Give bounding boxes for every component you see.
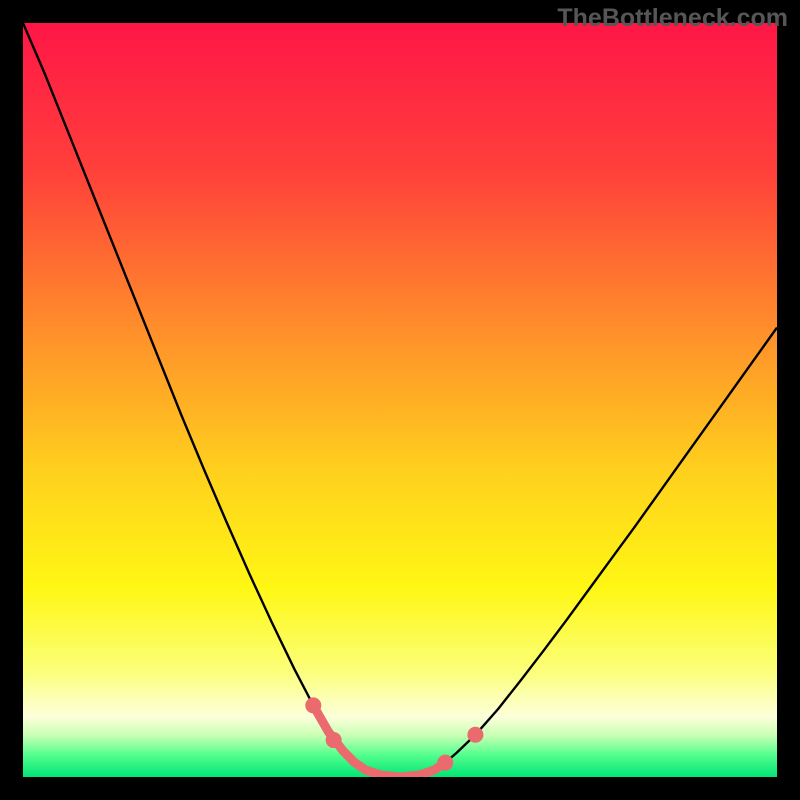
highlight-end-marker bbox=[326, 732, 342, 748]
watermark-text: TheBottleneck.com bbox=[557, 4, 788, 33]
highlight-isolated-marker bbox=[467, 727, 483, 743]
gradient-background bbox=[23, 23, 777, 777]
highlight-end-marker bbox=[305, 697, 321, 713]
plot-area bbox=[23, 23, 777, 777]
chart-svg bbox=[23, 23, 777, 777]
chart-frame: TheBottleneck.com bbox=[0, 0, 800, 800]
highlight-end-marker bbox=[437, 755, 453, 771]
